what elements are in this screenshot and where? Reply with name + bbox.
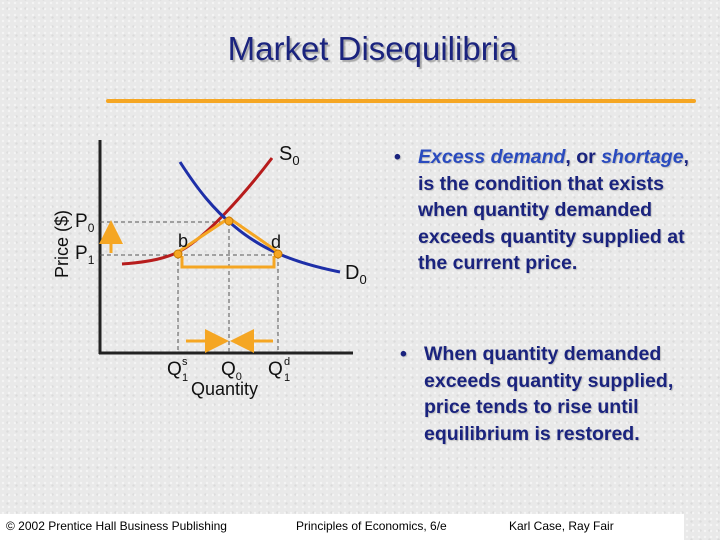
bullet-dot: •	[400, 343, 407, 365]
title-rule	[106, 99, 696, 103]
guide-lines	[100, 221, 279, 353]
footer-copyright: © 2002 Prentice Hall Business Publishing	[6, 519, 227, 533]
bullet-text: When quantity demanded exceeds quantity …	[424, 343, 674, 445]
price-axis-label: Price ($)	[52, 210, 72, 278]
slide-title: Market Disequilibria	[227, 30, 518, 67]
point-b-marker	[173, 249, 183, 259]
supply-curve	[121, 157, 274, 266]
bullet-price-adjustment: • When quantity demanded exceeds quantit…	[400, 341, 710, 447]
p1-label: P1	[75, 243, 95, 267]
footer-book: Principles of Economics, 6/e	[296, 519, 447, 533]
term-excess-demand: Excess demand	[418, 146, 566, 168]
q0-label: Q0	[221, 359, 242, 383]
term-shortage: shortage	[601, 146, 684, 168]
point-d-marker	[273, 249, 283, 259]
footer-authors: Karl Case, Ray Fair	[509, 519, 614, 533]
bullet-excess-demand: • Excess demand, or shortage, is the con…	[394, 146, 689, 274]
supply-label: S0	[279, 143, 300, 168]
point-d-label: d	[271, 232, 281, 252]
demand-curve	[178, 161, 341, 274]
demand-label: D0	[345, 262, 367, 287]
p0-label: P0	[75, 211, 95, 235]
qd-label: Qd 1	[268, 356, 290, 384]
shortage-bracket	[180, 256, 276, 269]
qs-label: Qs 1	[167, 356, 188, 384]
quantity-axis-label: Quantity	[191, 379, 258, 399]
footer-bar	[0, 514, 684, 540]
point-b-label: b	[178, 231, 188, 251]
equilibrium-point	[224, 216, 234, 226]
bullet-dot: •	[394, 146, 401, 168]
